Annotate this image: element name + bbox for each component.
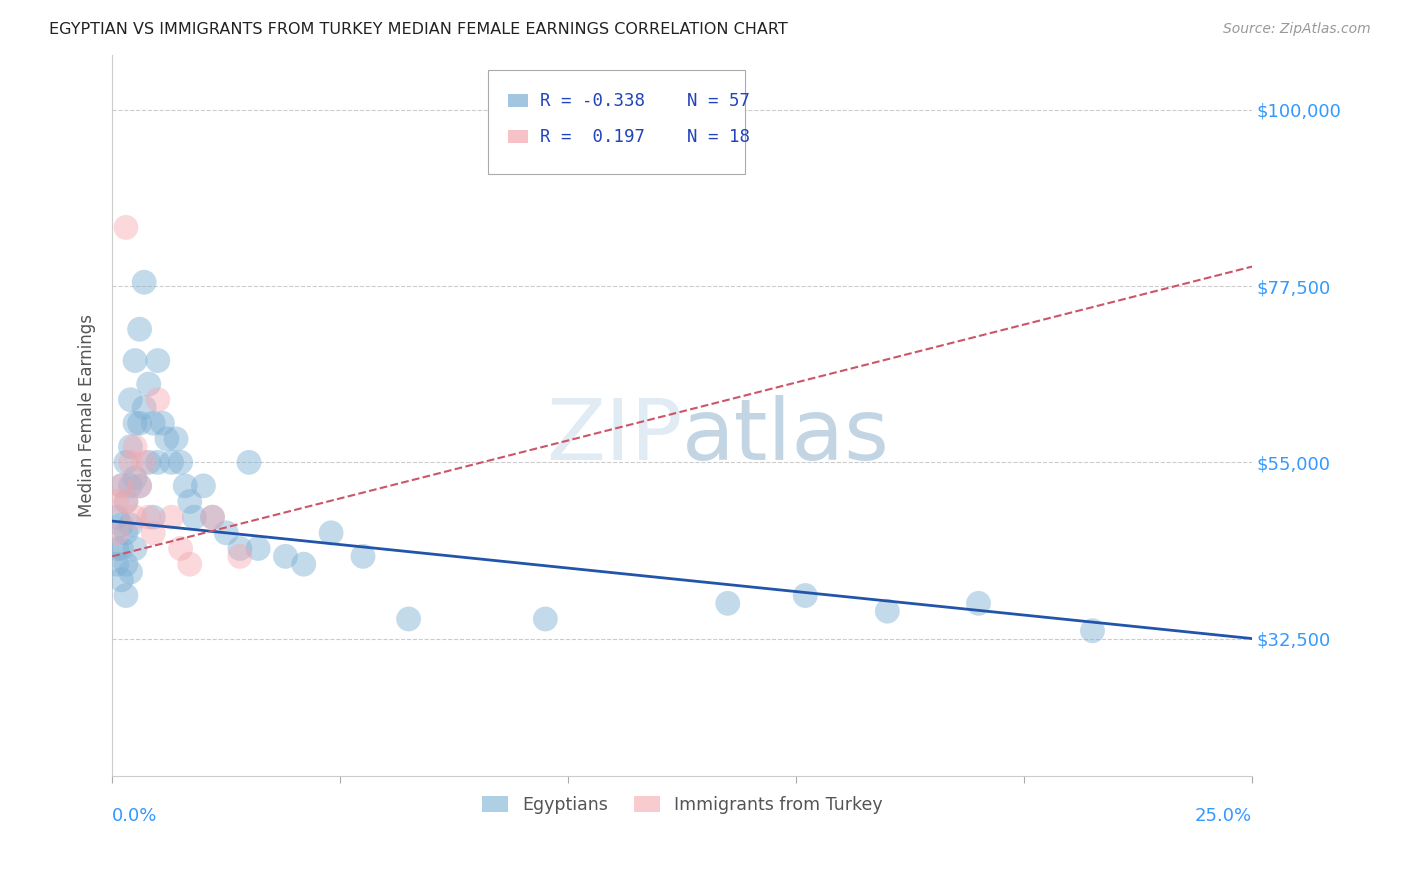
- Text: R =  0.197    N = 18: R = 0.197 N = 18: [540, 128, 749, 145]
- Point: [215, 525, 238, 540]
- Text: R = -0.338    N = 57: R = -0.338 N = 57: [540, 92, 749, 110]
- Point: [124, 416, 146, 430]
- Point: [110, 479, 132, 493]
- Point: [115, 494, 138, 508]
- Point: [292, 557, 315, 571]
- Text: Source: ZipAtlas.com: Source: ZipAtlas.com: [1223, 22, 1371, 37]
- Point: [120, 392, 142, 407]
- Point: [115, 557, 138, 571]
- Point: [134, 275, 156, 289]
- Point: [128, 416, 150, 430]
- Point: [138, 455, 160, 469]
- Point: [115, 589, 138, 603]
- Legend: Egyptians, Immigrants from Turkey: Egyptians, Immigrants from Turkey: [475, 789, 889, 821]
- Point: [967, 596, 990, 610]
- Y-axis label: Median Female Earnings: Median Female Earnings: [79, 314, 96, 516]
- Point: [105, 494, 128, 508]
- Point: [105, 525, 128, 540]
- Point: [120, 479, 142, 493]
- Point: [179, 557, 201, 571]
- Point: [134, 401, 156, 415]
- Point: [110, 573, 132, 587]
- Point: [169, 455, 191, 469]
- Point: [138, 377, 160, 392]
- Point: [146, 455, 169, 469]
- Point: [146, 392, 169, 407]
- Point: [115, 525, 138, 540]
- Point: [105, 510, 128, 524]
- Point: [105, 557, 128, 571]
- Point: [717, 596, 740, 610]
- Point: [115, 455, 138, 469]
- Point: [1081, 624, 1104, 638]
- Text: 25.0%: 25.0%: [1195, 807, 1253, 825]
- Point: [152, 416, 174, 430]
- Point: [110, 518, 132, 533]
- Point: [534, 612, 557, 626]
- Point: [229, 541, 252, 556]
- FancyBboxPatch shape: [508, 130, 529, 143]
- Point: [201, 510, 224, 524]
- Point: [238, 455, 260, 469]
- Point: [124, 353, 146, 368]
- Text: atlas: atlas: [682, 395, 890, 478]
- Point: [160, 455, 183, 469]
- Text: EGYPTIAN VS IMMIGRANTS FROM TURKEY MEDIAN FEMALE EARNINGS CORRELATION CHART: EGYPTIAN VS IMMIGRANTS FROM TURKEY MEDIA…: [49, 22, 787, 37]
- Point: [128, 479, 150, 493]
- FancyBboxPatch shape: [508, 94, 529, 107]
- Point: [183, 510, 205, 524]
- FancyBboxPatch shape: [488, 70, 745, 174]
- Point: [115, 220, 138, 235]
- Point: [142, 525, 165, 540]
- Point: [124, 510, 146, 524]
- Point: [142, 416, 165, 430]
- Point: [201, 510, 224, 524]
- Point: [352, 549, 374, 564]
- Point: [128, 479, 150, 493]
- Point: [138, 510, 160, 524]
- Point: [876, 604, 898, 618]
- Point: [120, 455, 142, 469]
- Point: [105, 541, 128, 556]
- Point: [174, 479, 197, 493]
- Text: 0.0%: 0.0%: [112, 807, 157, 825]
- Point: [156, 432, 179, 446]
- Point: [142, 510, 165, 524]
- Point: [110, 541, 132, 556]
- Point: [124, 541, 146, 556]
- Point: [128, 322, 150, 336]
- Point: [398, 612, 420, 626]
- Point: [165, 432, 187, 446]
- Point: [179, 494, 201, 508]
- Text: ZIP: ZIP: [546, 395, 682, 478]
- Point: [794, 589, 817, 603]
- Point: [247, 541, 270, 556]
- Point: [169, 541, 191, 556]
- Point: [110, 479, 132, 493]
- Point: [146, 353, 169, 368]
- Point: [319, 525, 342, 540]
- Point: [124, 440, 146, 454]
- Point: [120, 565, 142, 579]
- Point: [120, 518, 142, 533]
- Point: [274, 549, 297, 564]
- Point: [115, 494, 138, 508]
- Point: [134, 455, 156, 469]
- Point: [193, 479, 215, 493]
- Point: [124, 471, 146, 485]
- Point: [120, 440, 142, 454]
- Point: [160, 510, 183, 524]
- Point: [229, 549, 252, 564]
